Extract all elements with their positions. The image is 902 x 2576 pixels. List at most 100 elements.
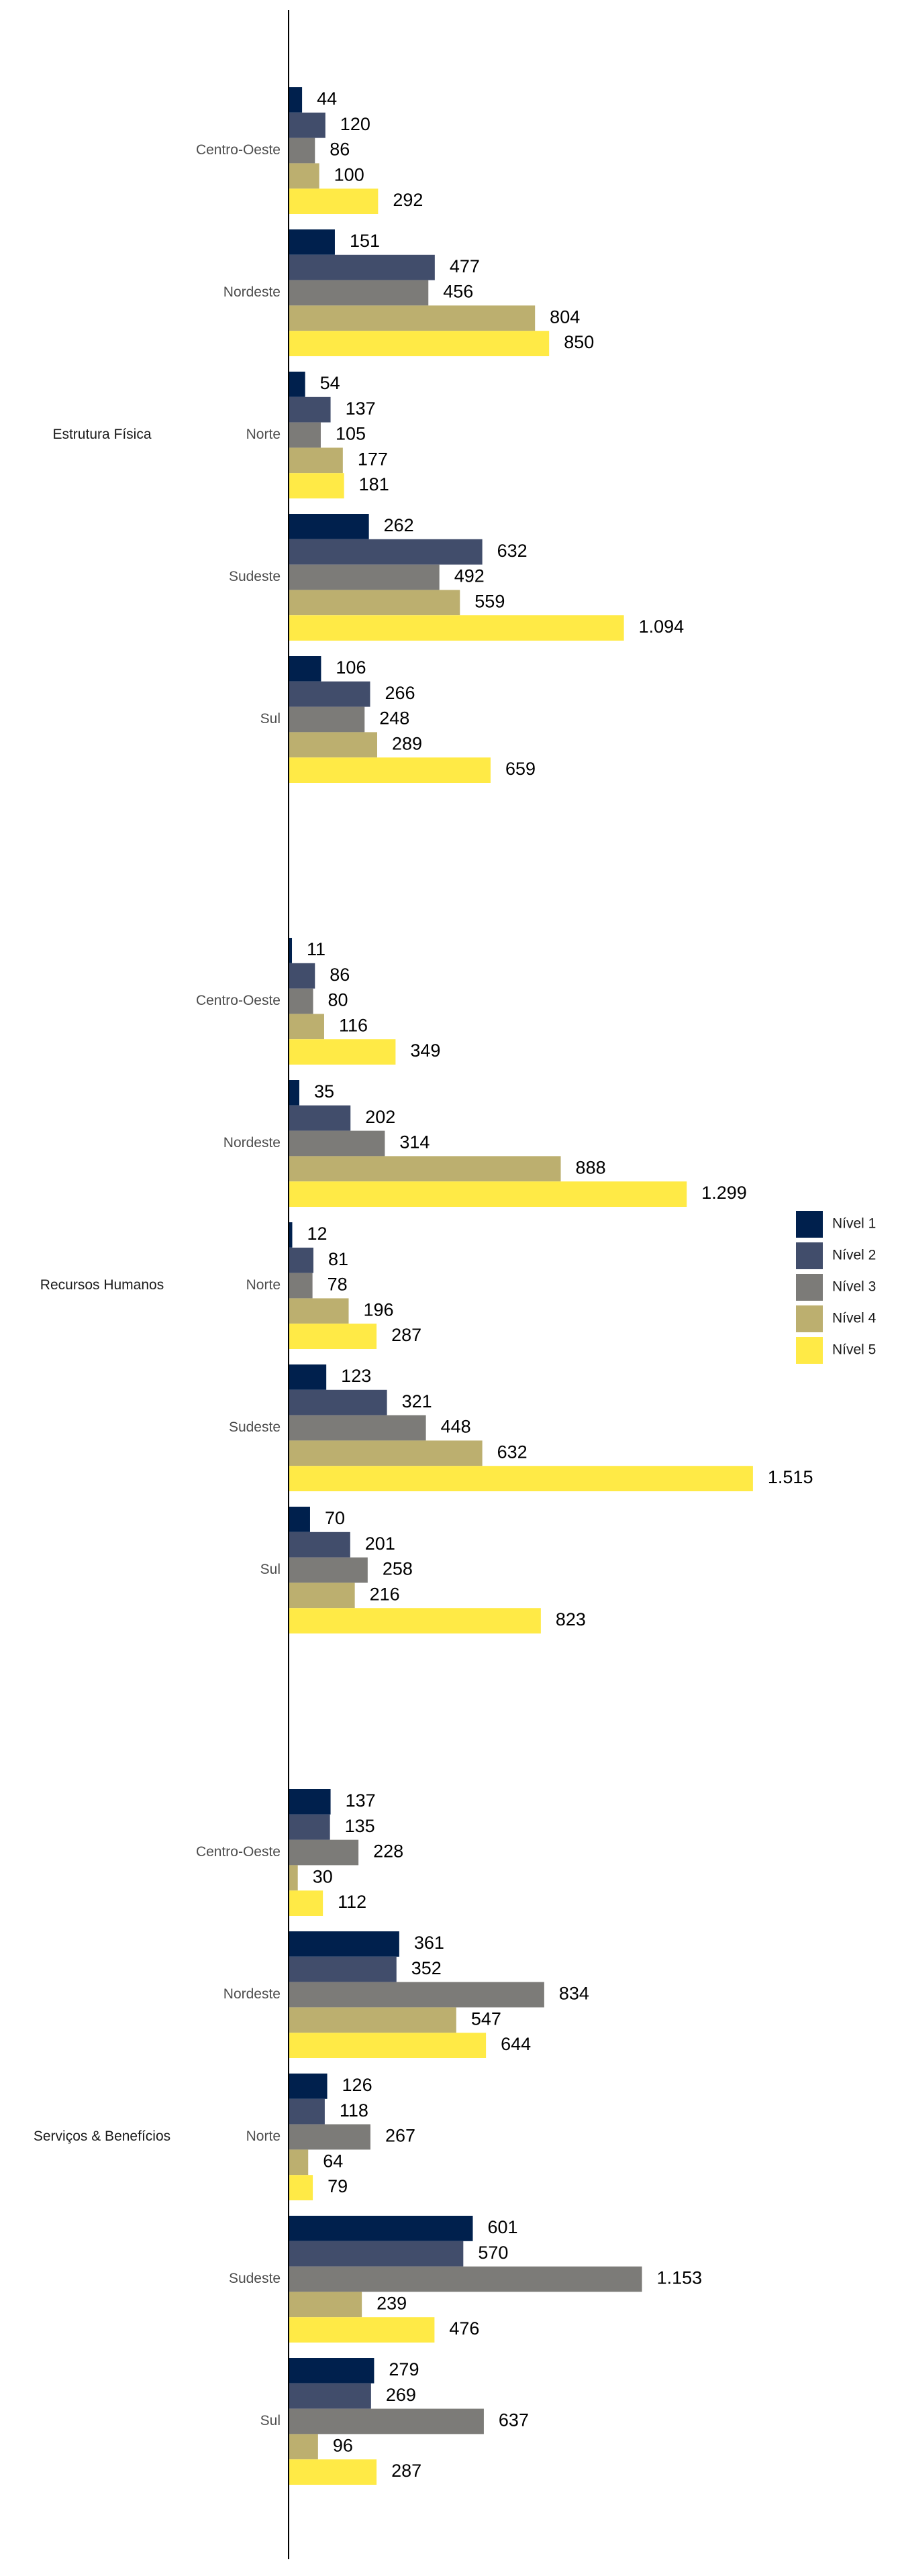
data-label: 177 xyxy=(358,449,388,469)
data-label: 559 xyxy=(474,591,505,611)
region-label: Sul xyxy=(260,711,281,727)
bar xyxy=(289,590,460,616)
data-label: 637 xyxy=(499,2410,529,2430)
bar xyxy=(289,1247,313,1273)
data-label: 112 xyxy=(338,1892,366,1912)
region-label: Nordeste xyxy=(223,1135,281,1150)
data-label: 123 xyxy=(341,1366,371,1386)
data-label: 361 xyxy=(414,1933,444,1953)
region-label: Centro-Oeste xyxy=(196,993,281,1008)
bar xyxy=(289,447,343,474)
bar xyxy=(289,2434,318,2460)
data-label: 269 xyxy=(386,2385,416,2405)
bar xyxy=(289,514,369,539)
bar xyxy=(289,1130,385,1157)
data-label: 96 xyxy=(333,2435,353,2455)
bar xyxy=(289,1181,687,1207)
data-label: 70 xyxy=(325,1508,345,1528)
bar xyxy=(289,2149,309,2176)
region-labels: Centro-Oeste Nordeste Norte Sudeste Sul Centr… xyxy=(196,142,281,2428)
legend-entry-label: Nível 3 xyxy=(832,1279,876,1295)
data-label: 35 xyxy=(314,1081,334,1102)
bar xyxy=(289,564,440,590)
bar xyxy=(289,2459,377,2485)
data-label: 267 xyxy=(385,2126,415,2146)
region-label: Sudeste xyxy=(229,2271,281,2286)
data-label: 314 xyxy=(399,1132,430,1152)
region-label: Centro-Oeste xyxy=(196,1844,281,1860)
legend-swatch xyxy=(796,1337,823,1364)
bar xyxy=(289,1105,351,1131)
bar xyxy=(289,1931,399,1957)
data-label: 644 xyxy=(501,2034,531,2054)
data-label: 804 xyxy=(550,307,580,327)
bar xyxy=(289,1532,350,1558)
data-label: 352 xyxy=(411,1958,442,1978)
bar xyxy=(289,229,335,255)
bar xyxy=(289,1389,387,1415)
bar xyxy=(289,1982,544,2008)
bar xyxy=(289,2007,456,2033)
data-label: 570 xyxy=(478,2243,508,2263)
bar xyxy=(289,2358,374,2383)
bar xyxy=(289,189,379,214)
bar xyxy=(289,87,303,113)
data-label: 44 xyxy=(317,89,337,109)
bar xyxy=(289,2074,328,2099)
data-label: 262 xyxy=(384,515,414,535)
legend: Nível 1 Nível 2 Nível 3 Nível 4 Nível 5 xyxy=(796,1211,876,1364)
data-label: 86 xyxy=(330,140,350,160)
data-label: 477 xyxy=(450,256,480,276)
region-label: Nordeste xyxy=(223,1986,281,2002)
group-label: Recursos Humanos xyxy=(40,1277,164,1293)
legend-entry-label: Nível 2 xyxy=(832,1248,876,1263)
data-label: 823 xyxy=(556,1609,586,1629)
data-label: 201 xyxy=(365,1534,395,1554)
data-label: 456 xyxy=(443,282,473,302)
bar xyxy=(289,2266,642,2292)
legend-swatch xyxy=(796,1242,823,1269)
bar xyxy=(289,1039,396,1065)
bar xyxy=(289,1890,323,1916)
data-label: 1.515 xyxy=(768,1467,813,1487)
bar xyxy=(289,1364,327,1390)
bar xyxy=(289,988,313,1014)
data-label: 118 xyxy=(340,2100,368,2121)
bar xyxy=(289,963,315,989)
data-label: 151 xyxy=(350,231,380,251)
region-label: Centro-Oeste xyxy=(196,142,281,158)
region-label: Sul xyxy=(260,1562,281,1577)
bar xyxy=(289,1014,324,1040)
bar xyxy=(289,1080,299,1106)
bar xyxy=(289,1298,349,1324)
bar xyxy=(289,1582,355,1609)
data-label: 287 xyxy=(391,2461,421,2481)
group-label: Serviços & Benefícios xyxy=(34,2129,170,2144)
data-label: 105 xyxy=(336,424,366,444)
bars xyxy=(289,87,753,2485)
data-label: 181 xyxy=(359,474,389,494)
bar xyxy=(289,163,319,189)
data-label: 289 xyxy=(392,733,422,753)
data-label: 279 xyxy=(389,2359,419,2379)
bar xyxy=(289,396,331,423)
data-label: 11 xyxy=(307,939,325,959)
data-label: 888 xyxy=(576,1157,606,1177)
region-label: Norte xyxy=(246,1277,281,1293)
data-label: 30 xyxy=(313,1866,333,1886)
region-label: Sudeste xyxy=(229,1419,281,1435)
bar xyxy=(289,2292,362,2318)
data-label: 86 xyxy=(330,965,350,985)
data-label: 216 xyxy=(370,1584,400,1604)
bar xyxy=(289,473,344,498)
bar xyxy=(289,254,435,280)
region-label: Sul xyxy=(260,2413,281,2428)
data-label: 202 xyxy=(365,1107,395,1127)
data-label: 137 xyxy=(346,398,376,419)
data-label: 80 xyxy=(328,990,348,1010)
data-label: 100 xyxy=(334,164,364,184)
legend-swatch xyxy=(796,1305,823,1332)
legend-swatch xyxy=(796,1211,823,1238)
bar xyxy=(289,2241,464,2267)
